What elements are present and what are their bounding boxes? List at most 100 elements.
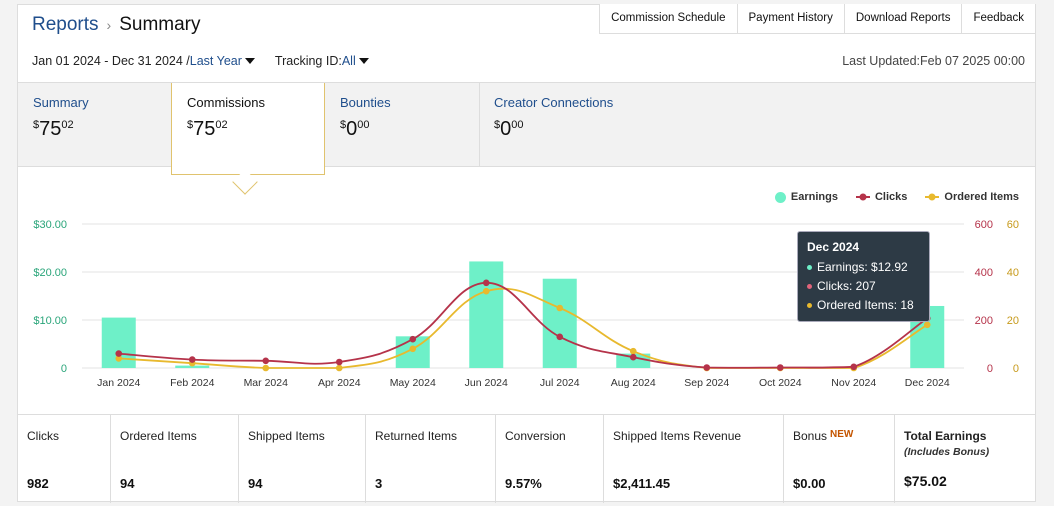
- tooltip-earnings: Earnings: $12.92: [807, 258, 920, 277]
- feedback-link[interactable]: Feedback: [961, 4, 1036, 33]
- clicks-point: [188, 356, 196, 363]
- tab-commissions[interactable]: Commissions $7502: [171, 83, 325, 175]
- ordered-items-point: [115, 355, 123, 362]
- x-tick-label: Sep 2024: [684, 377, 729, 389]
- stat-total-earnings: Total Earnings (Includes Bonus) $75.02: [895, 415, 1035, 503]
- y-right-ordered-tick-label: 0: [1013, 363, 1019, 375]
- clicks-point: [776, 364, 784, 371]
- new-badge: NEW: [830, 429, 854, 440]
- tab-bounties[interactable]: Bounties $000: [325, 83, 479, 167]
- x-tick-label: Oct 2024: [759, 377, 802, 389]
- stat-label: Bonus NEW: [793, 429, 854, 443]
- breadcrumb: Reports › Summary: [32, 14, 201, 36]
- legend-ordered-items[interactable]: Ordered Items: [925, 191, 1019, 203]
- stat-value: $0.00: [793, 476, 826, 491]
- stat-value: 94: [248, 476, 263, 491]
- tooltip-title: Dec 2024: [807, 240, 860, 254]
- y-left-tick-label: $20.00: [33, 267, 67, 279]
- ordered-items-dot-icon: [807, 303, 812, 308]
- stat-value: 3: [375, 476, 383, 491]
- tab-creator-connections-label: Creator Connections: [494, 95, 614, 110]
- stat-value: 982: [27, 476, 49, 491]
- period-dropdown-label: Last Year: [189, 54, 242, 68]
- ordered-items-point: [629, 347, 637, 355]
- stat-clicks: Clicks 982: [18, 415, 111, 503]
- x-tick-label: Dec 2024: [905, 377, 950, 389]
- tab-summary-value: $7502: [33, 118, 74, 140]
- stats-row: Clicks 982 Ordered Items 94 Shipped Item…: [18, 414, 1035, 503]
- chart-legend: Earnings Clicks Ordered Items: [774, 191, 1019, 203]
- breadcrumb-reports-link[interactable]: Reports: [32, 14, 99, 35]
- stat-value: $75.02: [904, 473, 947, 489]
- clicks-point: [262, 357, 270, 365]
- commission-schedule-link[interactable]: Commission Schedule: [599, 4, 737, 33]
- clicks-dot-icon: [807, 284, 812, 289]
- ordered-items-line-icon: [925, 193, 940, 201]
- stat-label: Total Earnings: [904, 429, 987, 443]
- y-right-clicks-tick-label: 600: [975, 219, 993, 231]
- clicks-point: [629, 353, 637, 361]
- earnings-dot-icon: [774, 191, 786, 203]
- stat-shipped-items-revenue: Shipped Items Revenue $2,411.45: [604, 415, 784, 503]
- stat-label: Shipped Items: [248, 429, 325, 443]
- summary-tabs: Summary $7502 Commissions $7502 Bounties…: [18, 82, 1035, 175]
- stat-bonus: Bonus NEW $0.00: [784, 415, 895, 503]
- tracking-id-dropdown[interactable]: All: [342, 54, 369, 68]
- legend-clicks[interactable]: Clicks: [855, 191, 908, 203]
- x-tick-label: Jan 2024: [97, 377, 140, 389]
- clicks-point: [482, 279, 490, 287]
- chevron-right-icon: ›: [106, 17, 112, 33]
- stat-label: Returned Items: [375, 429, 458, 443]
- clicks-point: [115, 350, 123, 357]
- stat-label: Ordered Items: [120, 429, 197, 443]
- stat-value: 94: [120, 476, 135, 491]
- x-tick-label: Jun 2024: [465, 377, 508, 389]
- tab-summary[interactable]: Summary $7502: [18, 83, 171, 167]
- stat-shipped-items: Shipped Items 94: [239, 415, 366, 503]
- y-right-clicks-tick-label: 200: [975, 315, 993, 327]
- legend-clicks-label: Clicks: [874, 191, 908, 203]
- x-tick-label: May 2024: [390, 377, 436, 389]
- x-tick-label: Mar 2024: [244, 377, 289, 389]
- clicks-point: [850, 363, 858, 371]
- stat-label: Conversion: [505, 429, 566, 443]
- legend-earnings-label: Earnings: [790, 191, 838, 203]
- stat-sub-label: (Includes Bonus): [904, 446, 990, 458]
- earnings-bar: [542, 278, 577, 368]
- tab-commissions-label: Commissions: [187, 95, 266, 110]
- download-reports-link[interactable]: Download Reports: [843, 4, 962, 33]
- top-links: Commission Schedule Payment History Down…: [599, 4, 1036, 34]
- stat-conversion: Conversion 9.57%: [496, 415, 604, 503]
- tracking-id-label: Tracking ID:: [274, 54, 342, 68]
- earnings-bar: [616, 353, 651, 368]
- earnings-dot-icon: [807, 265, 812, 270]
- chart-area: $30.00 600 60 $20.00 400 40 $10.00 200 20 0 0 0 Jan …: [18, 167, 1035, 415]
- filters-bar: Jan 01 2024 - Dec 31 2024 / Last Year Tr…: [32, 54, 369, 68]
- page-title: Summary: [119, 14, 201, 35]
- period-dropdown[interactable]: Last Year: [190, 54, 255, 68]
- clicks-point: [409, 335, 417, 343]
- clicks-line-icon: [855, 193, 870, 201]
- x-tick-label: Feb 2024: [170, 377, 215, 389]
- ordered-items-point: [262, 364, 270, 372]
- x-tick-label: Apr 2024: [318, 377, 361, 389]
- tab-summary-label: Summary: [33, 95, 89, 110]
- y-left-tick-label: $10.00: [33, 315, 67, 327]
- x-tick-label: Aug 2024: [611, 377, 656, 389]
- reports-page: Reports › Summary Commission Schedule Pa…: [17, 4, 1036, 503]
- y-left-tick-label: 0: [61, 363, 67, 375]
- y-right-clicks-tick-label: 0: [987, 363, 993, 375]
- earnings-bar: [175, 365, 210, 368]
- y-right-ordered-tick-label: 40: [1007, 267, 1019, 279]
- x-tick-label: Nov 2024: [831, 377, 876, 389]
- date-range-text: Jan 01 2024 - Dec 31 2024 /: [32, 54, 190, 68]
- ordered-items-point: [556, 304, 564, 312]
- legend-earnings[interactable]: Earnings: [774, 191, 838, 203]
- stat-label: Clicks: [27, 429, 59, 443]
- tab-creator-connections[interactable]: Creator Connections $000: [479, 83, 679, 167]
- y-right-ordered-tick-label: 60: [1007, 219, 1019, 231]
- payment-history-link[interactable]: Payment History: [736, 4, 844, 33]
- y-right-ordered-tick-label: 20: [1007, 315, 1019, 327]
- tracking-id-value: All: [341, 54, 356, 68]
- x-tick-label: Jul 2024: [540, 377, 580, 389]
